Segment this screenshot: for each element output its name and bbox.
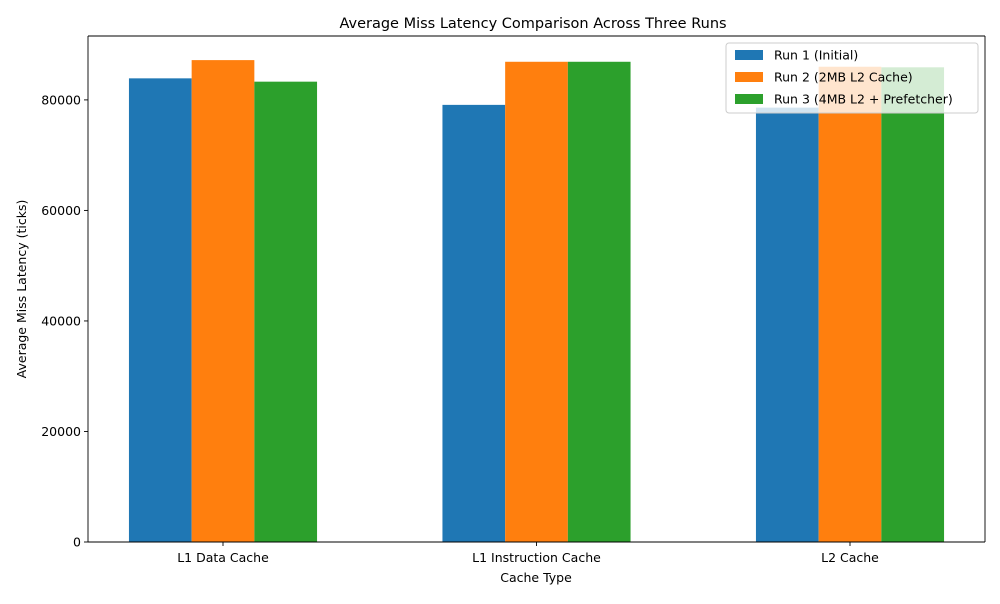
legend-swatch-run3: [735, 94, 763, 104]
y-tick-label: 40000: [41, 313, 81, 328]
x-ticks-group: L1 Data Cache L1 Instruction Cache L2 Cach…: [177, 542, 879, 565]
bar-run2-cat1: [191, 60, 255, 543]
legend-label-run3: Run 3 (4MB L2 + Prefetcher): [774, 92, 953, 107]
y-tick-label: 80000: [41, 92, 81, 107]
legend-label-run2: Run 2 (2MB L2 Cache): [774, 70, 913, 85]
y-tick-label: 20000: [41, 424, 81, 439]
y-ticks-group: 0 20000 40000 60000 80000: [41, 92, 88, 550]
chart-title: Average Miss Latency Comparison Across T…: [339, 16, 726, 32]
bar-run1-cat2: [442, 104, 506, 542]
x-tick-label: L2 Cache: [821, 550, 879, 565]
bar-run2-cat2: [505, 61, 568, 543]
bar-run3-cat1: [254, 81, 318, 543]
bar-run1-cat1: [128, 78, 192, 542]
legend-swatch-run1: [735, 50, 763, 60]
legend-swatch-run2: [735, 72, 763, 82]
y-tick-label: 0: [73, 535, 81, 550]
x-axis-label: Cache Type: [500, 570, 572, 585]
bar-run3-cat3: [881, 67, 945, 542]
legend: Run 1 (Initial) Run 2 (2MB L2 Cache) Run 3…: [725, 42, 979, 114]
legend-items: Run 1 (Initial) Run 2 (2MB L2 Cache) Run 3…: [735, 48, 953, 107]
bar-run3-cat2: [567, 61, 631, 543]
x-tick-label: L1 Instruction Cache: [472, 550, 601, 565]
x-tick-label: L1 Data Cache: [177, 550, 269, 565]
axes-group: [87, 35, 986, 543]
bar-run2-cat3: [818, 66, 882, 542]
legend-frame: [725, 42, 979, 114]
legend-label-run1: Run 1 (Initial): [774, 48, 858, 63]
bars-group: [128, 60, 945, 543]
y-tick-label: 60000: [41, 203, 81, 218]
bar-run1-cat3: [755, 107, 819, 542]
y-axis-label: Average Miss Latency (ticks): [14, 200, 29, 379]
